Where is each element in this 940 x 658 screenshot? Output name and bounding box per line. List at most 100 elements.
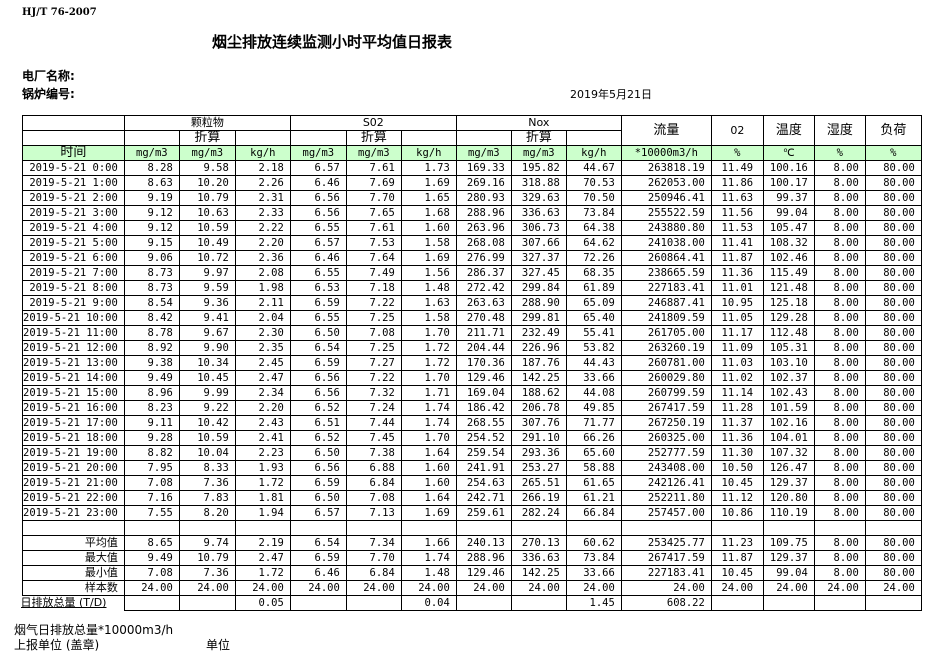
value-cell: 8.00 (813, 205, 866, 221)
value-cell: 129.46 (455, 370, 512, 386)
summary-value: 288.96 (455, 550, 512, 566)
summary-value: 142.25 (510, 565, 567, 581)
value-cell: 1.65 (400, 190, 457, 206)
unit-label: mg/m3 (510, 145, 567, 161)
value-cell: 80.00 (864, 250, 922, 266)
empty-cell (234, 520, 291, 536)
summary-label: 平均值 (22, 535, 125, 551)
table-row: 2019-5-21 20:00 7.95 8.33 1.93 6.56 6.88 1.60 2… (22, 460, 922, 476)
value-cell: 80.00 (864, 460, 922, 476)
value-cell: 7.25 (345, 340, 402, 356)
daily-total-value (763, 595, 815, 611)
value-cell: 254.52 (455, 430, 512, 446)
value-cell: 1.72 (400, 340, 457, 356)
value-cell: 6.56 (289, 385, 347, 401)
flue-gas-total-label: 烟气日排放总量*10000m3/h (14, 623, 174, 637)
value-cell: 8.00 (813, 400, 866, 416)
header-blank (22, 115, 125, 131)
value-cell: 9.41 (178, 310, 236, 326)
value-cell: 10.50 (710, 460, 764, 476)
value-cell: 232.49 (510, 325, 567, 341)
unit-label: mg/m3 (455, 145, 512, 161)
time-cell: 2019-5-21 7:00 (22, 265, 125, 281)
table-row: 2019-5-21 3:00 9.12 10.63 2.33 6.56 7.65 1.68 2… (22, 205, 922, 221)
table-row: 2019-5-21 2:00 9.19 10.79 2.31 6.56 7.70 1.65 2… (22, 190, 922, 206)
time-cell: 2019-5-21 2:00 (22, 190, 125, 206)
value-cell: 11.09 (710, 340, 764, 356)
value-cell: 7.95 (123, 460, 180, 476)
summary-row: 最大值 9.49 10.79 2.47 6.59 7.70 1.74 288.96 336.63… (22, 550, 922, 566)
value-cell: 8.00 (813, 190, 866, 206)
value-cell: 7.18 (345, 280, 402, 296)
value-cell: 9.12 (123, 205, 180, 221)
value-cell: 68.35 (565, 265, 622, 281)
value-cell: 7.61 (345, 220, 402, 236)
summary-row: 平均值 8.65 9.74 2.19 6.54 7.34 1.66 240.13 270.13 6… (22, 535, 922, 551)
table-row: 2019-5-21 4:00 9.12 10.59 2.22 6.55 7.61 1.60 2… (22, 220, 922, 236)
time-cell: 2019-5-21 8:00 (22, 280, 125, 296)
value-cell: 282.24 (510, 505, 567, 521)
value-cell: 272.42 (455, 280, 512, 296)
value-cell: 44.08 (565, 385, 622, 401)
value-cell: 8.00 (813, 370, 866, 386)
time-cell: 2019-5-21 15:00 (22, 385, 125, 401)
value-cell: 8.00 (813, 460, 866, 476)
header-converted: 折算 (510, 130, 567, 146)
value-cell: 80.00 (864, 325, 922, 341)
value-cell: 80.00 (864, 235, 922, 251)
summary-value: 99.04 (762, 565, 815, 581)
value-cell: 6.50 (289, 445, 347, 461)
value-cell: 267250.19 (620, 415, 712, 431)
header-blank (565, 130, 622, 146)
value-cell: 9.19 (123, 190, 180, 206)
table-row: 2019-5-21 19:00 8.82 10.04 2.23 6.50 7.38 1.64… (22, 445, 922, 461)
report-title: 烟尘排放连续监测小时平均值日报表 (212, 33, 453, 51)
table-row: 2019-5-21 13:00 9.38 10.34 2.45 6.59 7.27 1.72… (22, 355, 922, 371)
value-cell: 11.87 (710, 250, 764, 266)
value-cell: 112.48 (762, 325, 815, 341)
summary-value: 80.00 (864, 550, 922, 566)
value-cell: 80.00 (864, 190, 922, 206)
value-cell: 6.55 (289, 220, 347, 236)
empty-cell (455, 520, 512, 536)
value-cell: 11.17 (710, 325, 764, 341)
summary-value: 267417.59 (620, 550, 712, 566)
value-cell: 126.47 (762, 460, 815, 476)
value-cell: 2.20 (234, 400, 291, 416)
value-cell: 7.64 (345, 250, 402, 266)
value-cell: 299.81 (510, 310, 567, 326)
value-cell: 2.41 (234, 430, 291, 446)
summary-value: 8.00 (813, 535, 866, 551)
value-cell: 1.64 (400, 490, 457, 506)
value-cell: 2.30 (234, 325, 291, 341)
value-cell: 10.95 (710, 295, 764, 311)
value-cell: 7.22 (345, 295, 402, 311)
value-cell: 44.43 (565, 355, 622, 371)
value-cell: 206.78 (510, 400, 567, 416)
value-cell: 2.23 (234, 445, 291, 461)
value-cell: 242126.41 (620, 475, 712, 491)
table-row: 2019-5-21 14:00 9.49 10.45 2.47 6.56 7.22 1.70… (22, 370, 922, 386)
value-cell: 11.36 (710, 265, 764, 281)
value-cell: 187.76 (510, 355, 567, 371)
time-cell: 2019-5-21 3:00 (22, 205, 125, 221)
value-cell: 327.45 (510, 265, 567, 281)
value-cell: 7.08 (123, 475, 180, 491)
unit-label: % (710, 145, 764, 161)
value-cell: 66.26 (565, 430, 622, 446)
value-cell: 268.08 (455, 235, 512, 251)
value-cell: 10.20 (178, 175, 236, 191)
value-cell: 227183.41 (620, 280, 712, 296)
summary-value: 7.08 (123, 565, 180, 581)
value-cell: 8.00 (813, 310, 866, 326)
value-cell: 6.56 (289, 190, 347, 206)
summary-value: 2.47 (234, 550, 291, 566)
time-cell: 2019-5-21 16:00 (22, 400, 125, 416)
daily-total-label: 日排放总量 (T/D) (20, 595, 123, 611)
summary-value: 24.00 (178, 580, 236, 596)
header-o2: 02 (710, 115, 764, 146)
summary-value: 24.00 (864, 580, 922, 596)
time-cell: 2019-5-21 6:00 (22, 250, 125, 266)
value-cell: 7.53 (345, 235, 402, 251)
value-cell: 8.00 (813, 220, 866, 236)
